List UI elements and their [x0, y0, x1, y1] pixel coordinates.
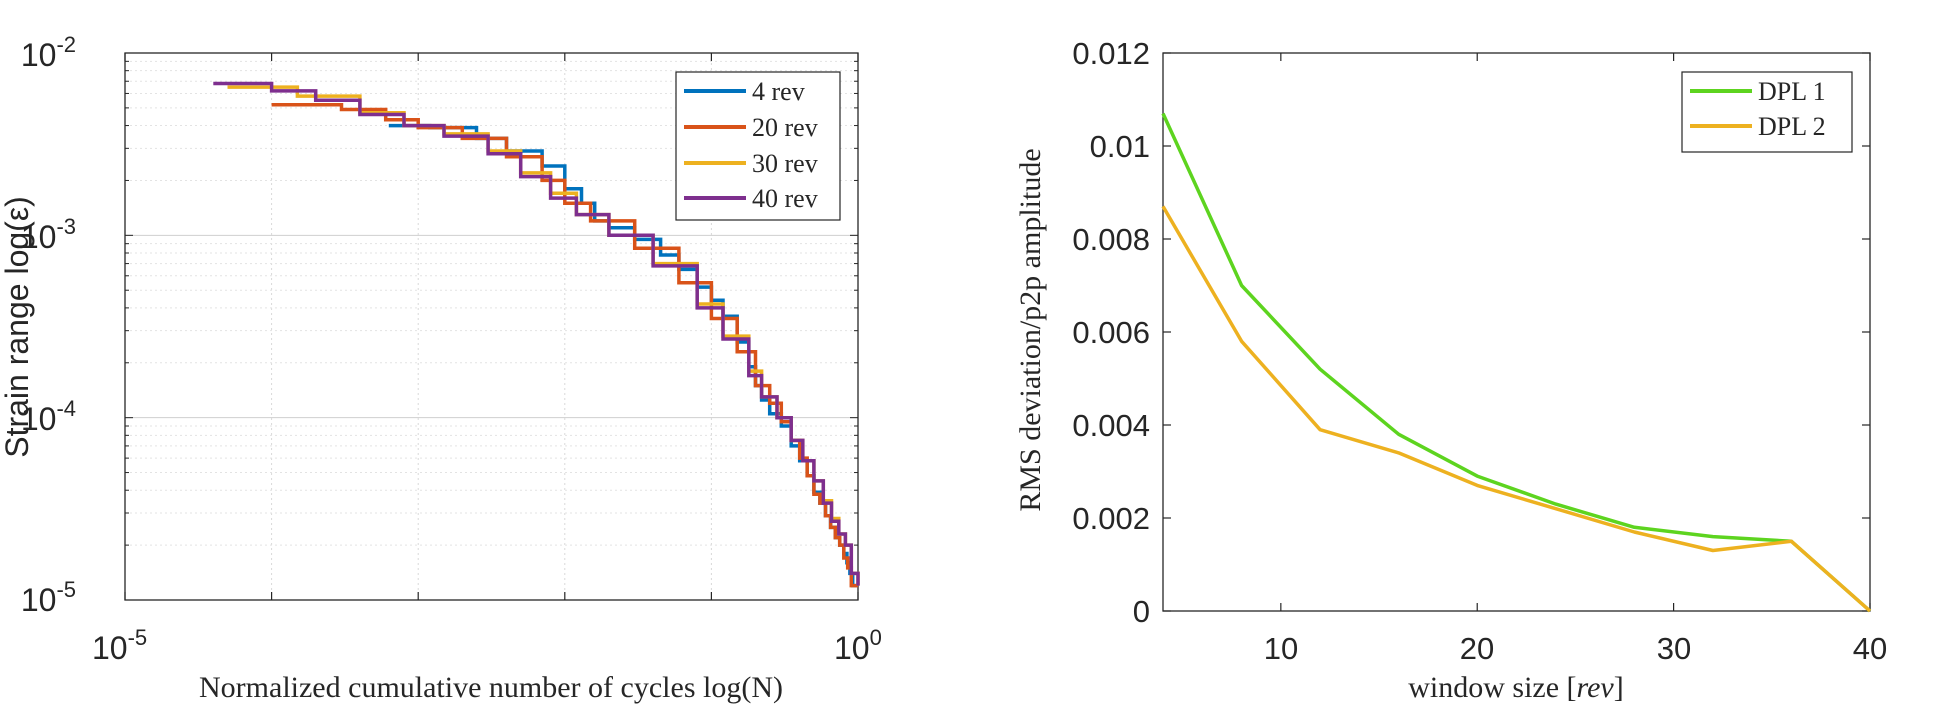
- series-line-20rev: [271, 103, 858, 588]
- left-legend: 4 rev 20 rev 30 rev 40 rev: [675, 71, 841, 221]
- legend-label-40rev: 40 rev: [752, 184, 818, 213]
- left-x-axis-label: Normalized cumulative number of cycles l…: [199, 671, 783, 704]
- legend-label-dpl1: DPL 1: [1758, 77, 1826, 106]
- right-ytick-label: 0.01: [1090, 129, 1150, 164]
- right-legend-box: [1681, 71, 1853, 153]
- right-xtick-label: 30: [1657, 631, 1691, 666]
- series-line-dpl2: [1161, 205, 1872, 613]
- right-ytick-label: 0.006: [1072, 315, 1150, 350]
- right-xtick-label: 40: [1853, 631, 1887, 666]
- series-line-40rev: [213, 81, 860, 586]
- right-legend: DPL 1 DPL 2: [1681, 71, 1853, 153]
- legend-label-dpl2: DPL 2: [1758, 112, 1826, 141]
- right-ytick-label: 0: [1133, 594, 1150, 629]
- right-x-axis-label: window size [rev]: [1408, 671, 1624, 704]
- left-ytick-label: 10-5: [21, 577, 76, 618]
- right-ytick-label: 0.012: [1072, 36, 1150, 71]
- left-tick-marks: [124, 53, 859, 601]
- right-ytick-label: 0.008: [1072, 222, 1150, 257]
- left-xtick-label: 100: [834, 625, 882, 666]
- left-series: [213, 81, 860, 588]
- right-ytick-label: 0.004: [1072, 408, 1150, 443]
- right-y-axis-label: RMS deviation/p2p amplitude: [1014, 148, 1047, 511]
- left-y-axis-label: Strain range log(ε): [0, 196, 35, 458]
- right-ytick-label: 0.002: [1072, 501, 1150, 536]
- legend-label-20rev: 20 rev: [752, 113, 818, 142]
- left-ytick-label: 10-2: [21, 32, 76, 73]
- series-line-dpl1: [1161, 112, 1872, 613]
- right-chart: 0 0.002 0.004 0.006 0.008 0.01 0.012 10 …: [1014, 36, 1887, 704]
- legend-label-4rev: 4 rev: [752, 77, 805, 106]
- right-xtick-label: 10: [1264, 631, 1298, 666]
- left-xtick-label: 10-5: [92, 625, 147, 666]
- right-series: [1161, 112, 1872, 613]
- legend-label-30rev: 30 rev: [752, 149, 818, 178]
- left-legend-box: [675, 71, 841, 221]
- left-axes-box: [124, 52, 859, 601]
- right-xtick-label: 20: [1460, 631, 1494, 666]
- left-chart: 10-5 10-4 10-3 10-2 10-5 100 Normalized …: [0, 32, 882, 704]
- left-ytick-label: 10-3: [21, 214, 76, 255]
- left-ytick-label: 10-4: [21, 396, 76, 437]
